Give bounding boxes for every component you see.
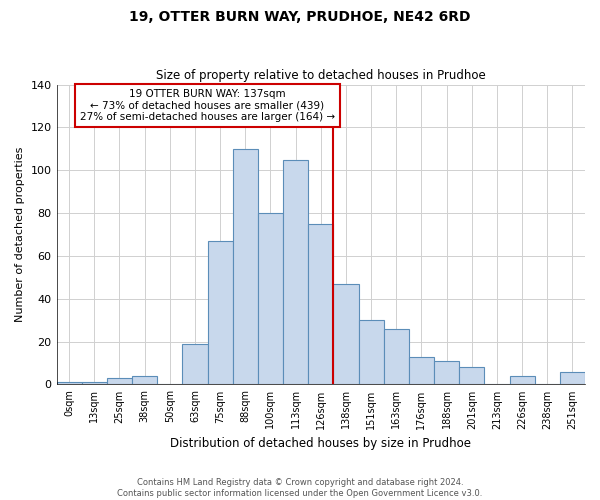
Bar <box>233 149 258 384</box>
Bar <box>258 213 283 384</box>
Bar <box>560 372 585 384</box>
Bar <box>56 382 82 384</box>
Text: 19, OTTER BURN WAY, PRUDHOE, NE42 6RD: 19, OTTER BURN WAY, PRUDHOE, NE42 6RD <box>129 10 471 24</box>
Bar <box>132 376 157 384</box>
Title: Size of property relative to detached houses in Prudhoe: Size of property relative to detached ho… <box>156 69 485 82</box>
Bar <box>82 382 107 384</box>
Bar <box>359 320 383 384</box>
Bar <box>283 160 308 384</box>
Bar <box>434 361 459 384</box>
Bar <box>409 356 434 384</box>
Bar <box>509 376 535 384</box>
Bar <box>383 328 409 384</box>
Bar <box>182 344 208 384</box>
Text: Contains HM Land Registry data © Crown copyright and database right 2024.
Contai: Contains HM Land Registry data © Crown c… <box>118 478 482 498</box>
Bar <box>308 224 334 384</box>
Y-axis label: Number of detached properties: Number of detached properties <box>15 147 25 322</box>
Bar <box>107 378 132 384</box>
Text: 19 OTTER BURN WAY: 137sqm
← 73% of detached houses are smaller (439)
27% of semi: 19 OTTER BURN WAY: 137sqm ← 73% of detac… <box>80 89 335 122</box>
Bar <box>459 368 484 384</box>
Bar <box>208 241 233 384</box>
Bar <box>334 284 359 384</box>
X-axis label: Distribution of detached houses by size in Prudhoe: Distribution of detached houses by size … <box>170 437 471 450</box>
